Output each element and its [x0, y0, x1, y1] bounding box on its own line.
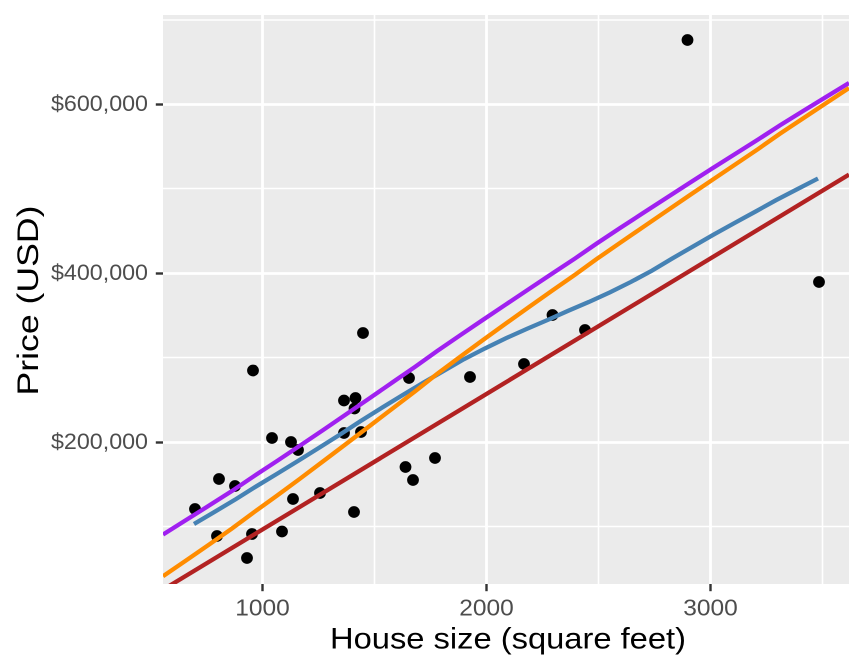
svg-text:1000: 1000 [235, 594, 290, 620]
svg-text:$200,000: $200,000 [51, 429, 148, 454]
svg-text:3000: 3000 [683, 594, 738, 620]
svg-text:$600,000: $600,000 [51, 91, 148, 116]
svg-text:2000: 2000 [459, 594, 514, 620]
svg-text:House size (square feet): House size (square feet) [330, 623, 686, 656]
svg-text:$400,000: $400,000 [51, 260, 148, 285]
svg-text:Price (USD): Price (USD) [12, 206, 45, 396]
